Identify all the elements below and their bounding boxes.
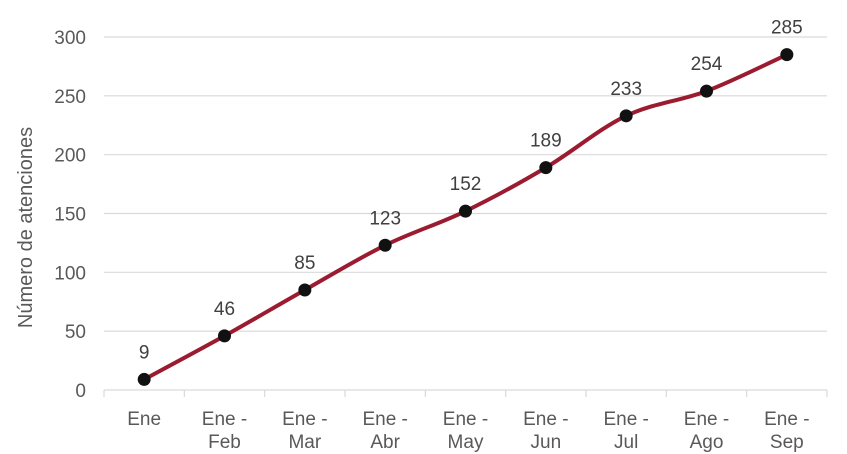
x-tick-label: Ene -Jun (523, 409, 568, 453)
y-tick-label: 250 (54, 87, 86, 108)
data-point (619, 109, 633, 123)
data-label: 254 (691, 54, 723, 75)
y-tick-label: 150 (54, 205, 86, 226)
y-tick-label: 100 (54, 263, 86, 284)
data-point (378, 238, 392, 252)
data-point (218, 329, 231, 343)
y-axis-ticks: 0 50 100 150 200 250 300 (54, 28, 86, 402)
data-point (298, 283, 312, 297)
data-label: 123 (369, 208, 401, 229)
data-label: 285 (771, 18, 803, 39)
data-label: 152 (450, 174, 482, 195)
data-points (137, 48, 794, 386)
data-labels: 9 46 85 123 152 189 233 254 285 (139, 18, 803, 364)
y-tick-label: 300 (54, 28, 86, 49)
data-point (539, 161, 553, 175)
x-axis-ticks: Ene Ene -Feb Ene -Mar Ene -Abr Ene -May Ene -… (127, 409, 809, 453)
y-tick-label: 0 (75, 381, 86, 402)
y-axis-title: Número de atenciones (15, 127, 37, 328)
data-label: 9 (139, 342, 150, 363)
x-tick-label: Ene -Sep (764, 409, 809, 453)
x-tick-label: Ene -Mar (282, 409, 327, 453)
x-tick-label: Ene -Jul (603, 409, 648, 453)
x-tick-label: Ene -Feb (202, 409, 247, 453)
x-tick-label: Ene -Abr (362, 409, 407, 453)
x-axis (103, 389, 828, 397)
data-label: 46 (214, 299, 235, 320)
y-tick-label: 200 (54, 146, 86, 167)
data-point (700, 84, 713, 98)
data-label: 233 (610, 79, 642, 100)
data-label: 85 (294, 253, 315, 274)
data-point (137, 372, 151, 386)
y-tick-label: 50 (65, 322, 86, 343)
data-point (459, 204, 472, 218)
x-tick-label: Ene -Ago (684, 409, 729, 453)
x-tick-label: Ene -May (443, 409, 488, 453)
x-tick-label: Ene (127, 409, 161, 430)
data-label: 189 (530, 131, 562, 152)
data-point (780, 48, 794, 62)
